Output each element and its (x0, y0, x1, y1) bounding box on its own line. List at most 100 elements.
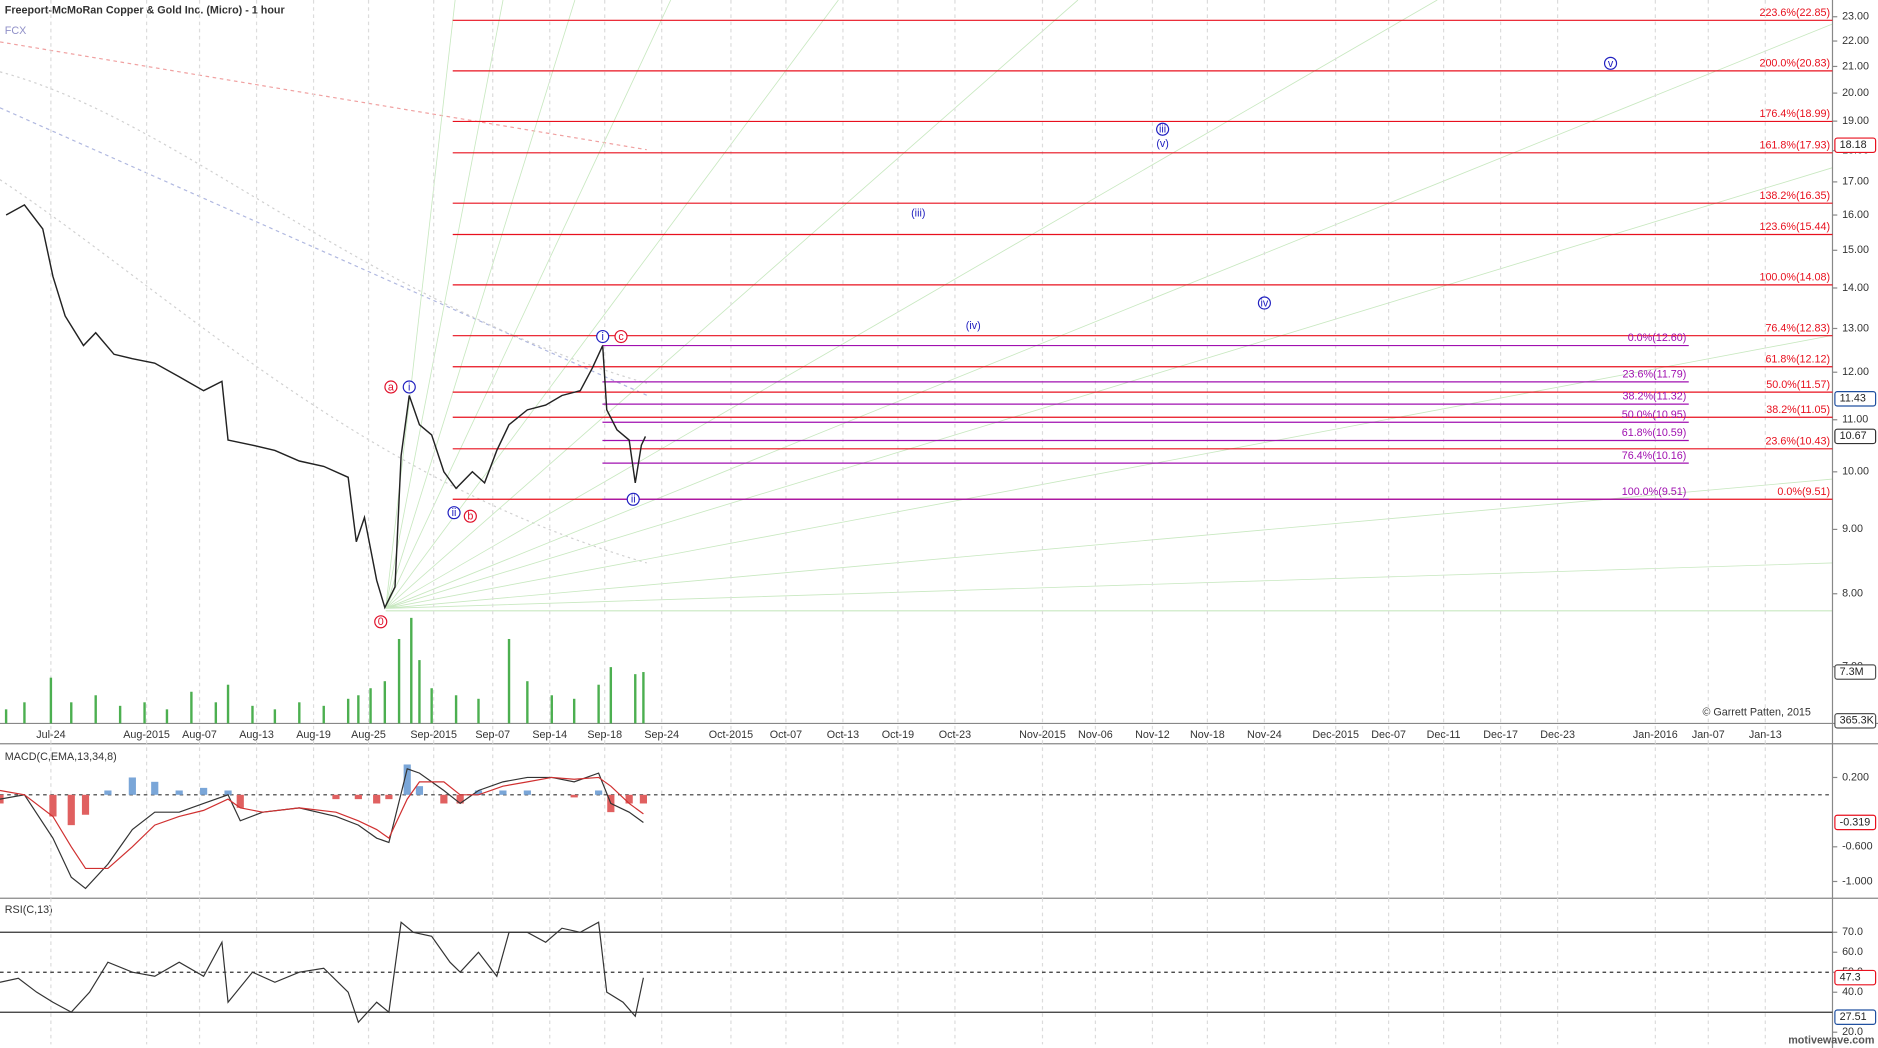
price-tag (1834, 713, 1877, 729)
wave-label: ii (631, 494, 636, 506)
histogram-bar (415, 786, 424, 795)
volume-bar (251, 705, 254, 724)
volume-bar (118, 705, 122, 724)
fib-label: 100.0%(9.51) (1622, 486, 1687, 498)
histogram-bar (595, 790, 603, 795)
y-tick-label: 21.00 (1842, 60, 1869, 72)
histogram-bar (570, 794, 578, 798)
price-tag (1834, 137, 1877, 154)
fib-label: 50.0%(10.95) (1622, 409, 1687, 421)
x-tick-label: Oct-19 (882, 729, 914, 741)
x-tick-label: Dec-17 (1483, 729, 1518, 741)
volume-bar (143, 702, 146, 724)
volume-bar (273, 709, 277, 724)
wave-circle (402, 380, 416, 394)
wave-circle (1603, 56, 1618, 70)
price-tag (1834, 814, 1877, 831)
volume-bar (634, 674, 637, 724)
y-tick-label: -0.600 (1842, 841, 1873, 853)
histogram-bar (523, 790, 531, 795)
price-tag (1834, 428, 1877, 445)
histogram-bar (224, 790, 232, 795)
histogram-bar (104, 790, 112, 795)
volume-bar (430, 688, 433, 724)
volume-bar (94, 695, 97, 724)
fib-label: 50.0%(11.57) (1766, 379, 1830, 391)
wave-circle (463, 509, 477, 523)
y-tick-label: 10.00 (1842, 466, 1869, 478)
x-tick-label: Jan-2016 (1633, 729, 1678, 741)
x-tick-label: Nov-2015 (1019, 729, 1066, 741)
fib-label: 176.4%(18.99) (1759, 108, 1830, 120)
x-tick-label: Aug-07 (182, 729, 217, 741)
fib-label: 76.4%(12.83) (1765, 322, 1830, 334)
wave-label: (iii) (911, 207, 925, 219)
wave-label: (iv) (966, 320, 981, 332)
y-tick-label: 40.0 (1842, 986, 1863, 998)
volume-bar (214, 702, 218, 724)
x-tick-label: Nov-24 (1247, 729, 1282, 741)
wave-label: iii (1159, 124, 1166, 136)
y-tick-label: 19.00 (1842, 115, 1869, 127)
x-tick-label: Oct-23 (939, 729, 971, 741)
volume-bar (477, 698, 480, 724)
price-tag-label: 365.3K (1840, 715, 1875, 727)
wave-circle (626, 492, 640, 506)
wave-label: i (408, 381, 410, 393)
trend-line (0, 107, 648, 396)
y-tick-label: 11.00 (1842, 414, 1868, 426)
x-tick-label: Nov-12 (1135, 729, 1170, 741)
price-tag (1834, 1009, 1877, 1025)
panel-title: RSI(C,13) (5, 904, 53, 916)
wave-label: a (388, 381, 394, 393)
volume-bar (298, 702, 301, 724)
watermark: motivewave.com (1788, 1035, 1874, 1047)
volume-bar (597, 684, 600, 724)
fib-label: 61.8%(12.12) (1765, 353, 1830, 365)
fib-label: 161.8%(17.93) (1759, 139, 1830, 151)
x-tick-label: Aug-13 (239, 729, 274, 741)
y-tick-label: 23.00 (1842, 11, 1869, 23)
y-tick-label: 20.00 (1842, 87, 1869, 99)
x-tick-label: Nov-18 (1190, 729, 1225, 741)
x-tick-label: Sep-14 (532, 729, 567, 741)
price-tag-label: 11.43 (1840, 393, 1866, 405)
wave-label: ii (452, 507, 457, 519)
fib-label: 0.0%(12.60) (1628, 332, 1687, 344)
price-tag-label: -0.319 (1840, 816, 1871, 828)
x-tick-label: Aug-25 (351, 729, 386, 741)
price-tag (1834, 391, 1877, 407)
volume-bar (572, 698, 576, 724)
wave-circle (596, 329, 610, 344)
gann-fan (385, 0, 1833, 609)
fib-label: 100.0%(14.08) (1759, 272, 1830, 284)
volume-bar (642, 672, 645, 724)
volume-bar (4, 709, 8, 724)
volume-bar (526, 681, 529, 724)
x-tick-label: Oct-13 (827, 729, 859, 741)
fib-label: 200.0%(20.83) (1759, 58, 1830, 70)
volume-bar (410, 617, 413, 724)
x-tick-label: Nov-06 (1078, 729, 1113, 741)
volume-bar (346, 698, 350, 724)
price-tag-label: 18.18 (1840, 139, 1867, 151)
volume-bar (165, 709, 169, 724)
wave-circle (1257, 296, 1272, 310)
price-tag-label: 7.3M (1840, 666, 1864, 678)
volume-bar (454, 695, 458, 724)
x-tick-label: Sep-07 (475, 729, 510, 741)
volume-bar (383, 681, 387, 724)
volume-bar (70, 702, 73, 724)
volume-bar (397, 638, 401, 724)
indicator-line (0, 921, 644, 1024)
volume-bar (418, 660, 421, 724)
histogram-bar (403, 764, 411, 795)
y-tick-label: 20.0 (1842, 1026, 1863, 1038)
y-tick-label: 13.00 (1842, 322, 1869, 334)
fib-label: 223.6%(22.85) (1759, 7, 1830, 19)
histogram-bar (200, 787, 208, 795)
histogram-bar (440, 794, 448, 804)
price-tag (1834, 664, 1877, 680)
